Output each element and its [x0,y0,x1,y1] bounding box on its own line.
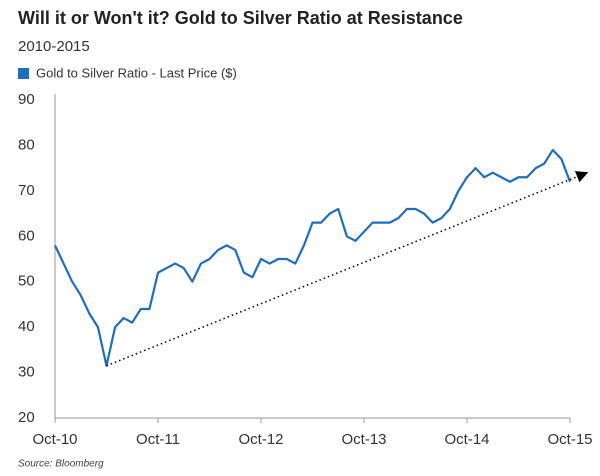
source-note: Source: Bloomberg [18,459,104,470]
trend-line [106,171,589,367]
chart-subtitle: 2010-2015 [18,38,90,55]
y-tick-label: 30 [18,364,35,381]
x-tick-label: Oct-12 [238,431,283,448]
y-tick-label: 50 [18,273,35,290]
x-tick-label: Oct-14 [444,431,489,448]
x-tick-label: Oct-10 [32,431,77,448]
y-tick-label: 80 [18,136,35,153]
x-tick-label: Oct-13 [341,431,386,448]
data-line [54,148,572,367]
legend-swatch [18,68,29,79]
y-tick-label: 60 [18,227,35,244]
y-tick-label: 40 [18,318,35,335]
x-tick-label: Oct-11 [136,431,180,448]
y-tick-label: 90 [18,91,35,108]
x-tick-label: Oct-15 [547,431,592,448]
chart-title: Will it or Won't it? Gold to Silver Rati… [18,8,463,28]
legend-label: Gold to Silver Ratio - Last Price ($) [36,65,237,80]
y-tick-label: 70 [18,182,35,199]
y-tick-label: 20 [18,409,35,426]
